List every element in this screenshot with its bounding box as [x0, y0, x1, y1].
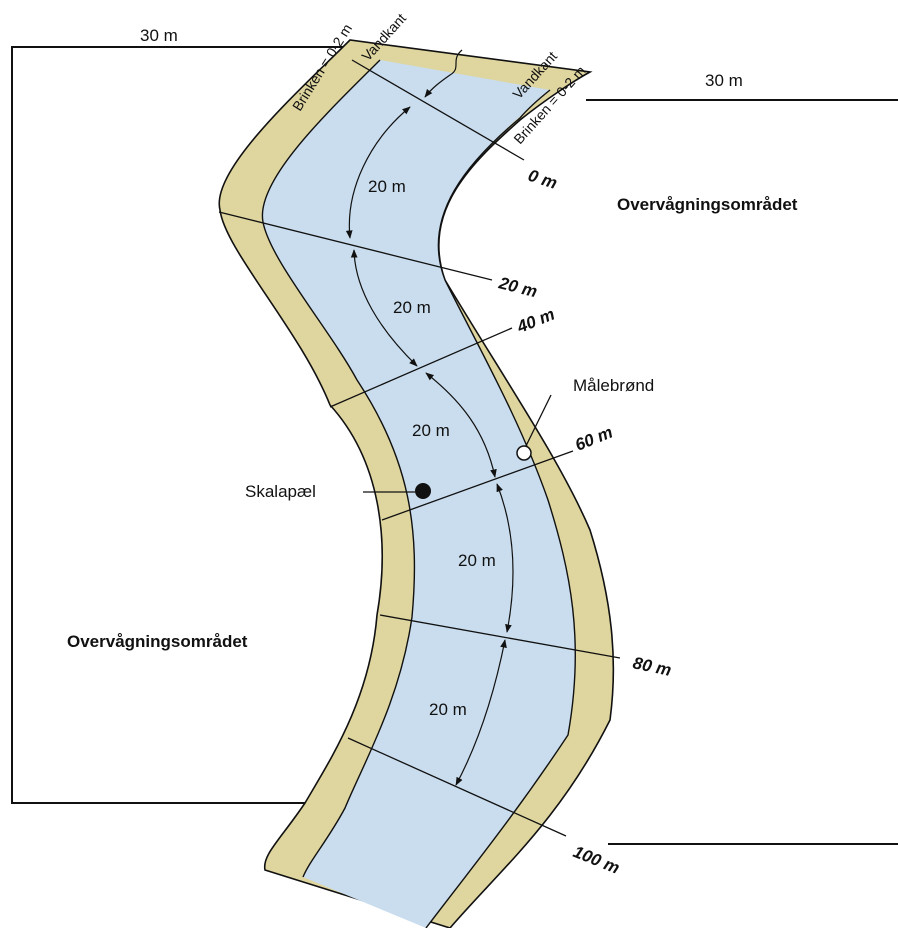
station-label-60: 60 m: [572, 423, 615, 455]
transect-80m: [379, 614, 621, 659]
station-label-80: 80 m: [631, 653, 673, 680]
interval-label-4: 20 m: [458, 551, 496, 570]
transect-20m: [218, 211, 493, 281]
station-label-0: 0 m: [526, 166, 560, 193]
interval-label-5: 20 m: [429, 700, 467, 719]
interval-arrow-2: [350, 249, 418, 367]
left-water-edge: [261, 59, 416, 878]
interval-label-1: 20 m: [368, 177, 406, 196]
interval-arrow-5: [455, 639, 507, 786]
left-area-label: Overvågningsområdet: [67, 632, 248, 651]
right-area-label: Overvågningsområdet: [617, 195, 798, 214]
right-buffer-width-label: 30 m: [705, 71, 743, 90]
transect-0m: [351, 59, 525, 161]
gauge-label: Skalapæl: [245, 482, 316, 501]
interval-arrow-1: [345, 106, 411, 239]
left-buffer-boundary: [11, 46, 348, 804]
transect-60m: [381, 450, 574, 521]
left-buffer-width-label: 30 m: [140, 26, 178, 45]
well-leader: [523, 394, 552, 451]
transect-100m: [347, 737, 567, 837]
interval-arrow-3: [425, 372, 497, 478]
water-edge-pointer: [424, 49, 463, 98]
well-label: Målebrønd: [573, 376, 654, 395]
interval-label-3: 20 m: [412, 421, 450, 440]
station-label-100: 100 m: [571, 842, 623, 878]
interval-arrow-4: [496, 483, 514, 633]
gauge-marker: [415, 483, 431, 499]
interval-label-2: 20 m: [393, 298, 431, 317]
well-marker: [516, 445, 532, 461]
transect-40m: [329, 327, 513, 408]
station-label-40: 40 m: [513, 305, 557, 338]
station-label-20: 20 m: [496, 273, 539, 301]
